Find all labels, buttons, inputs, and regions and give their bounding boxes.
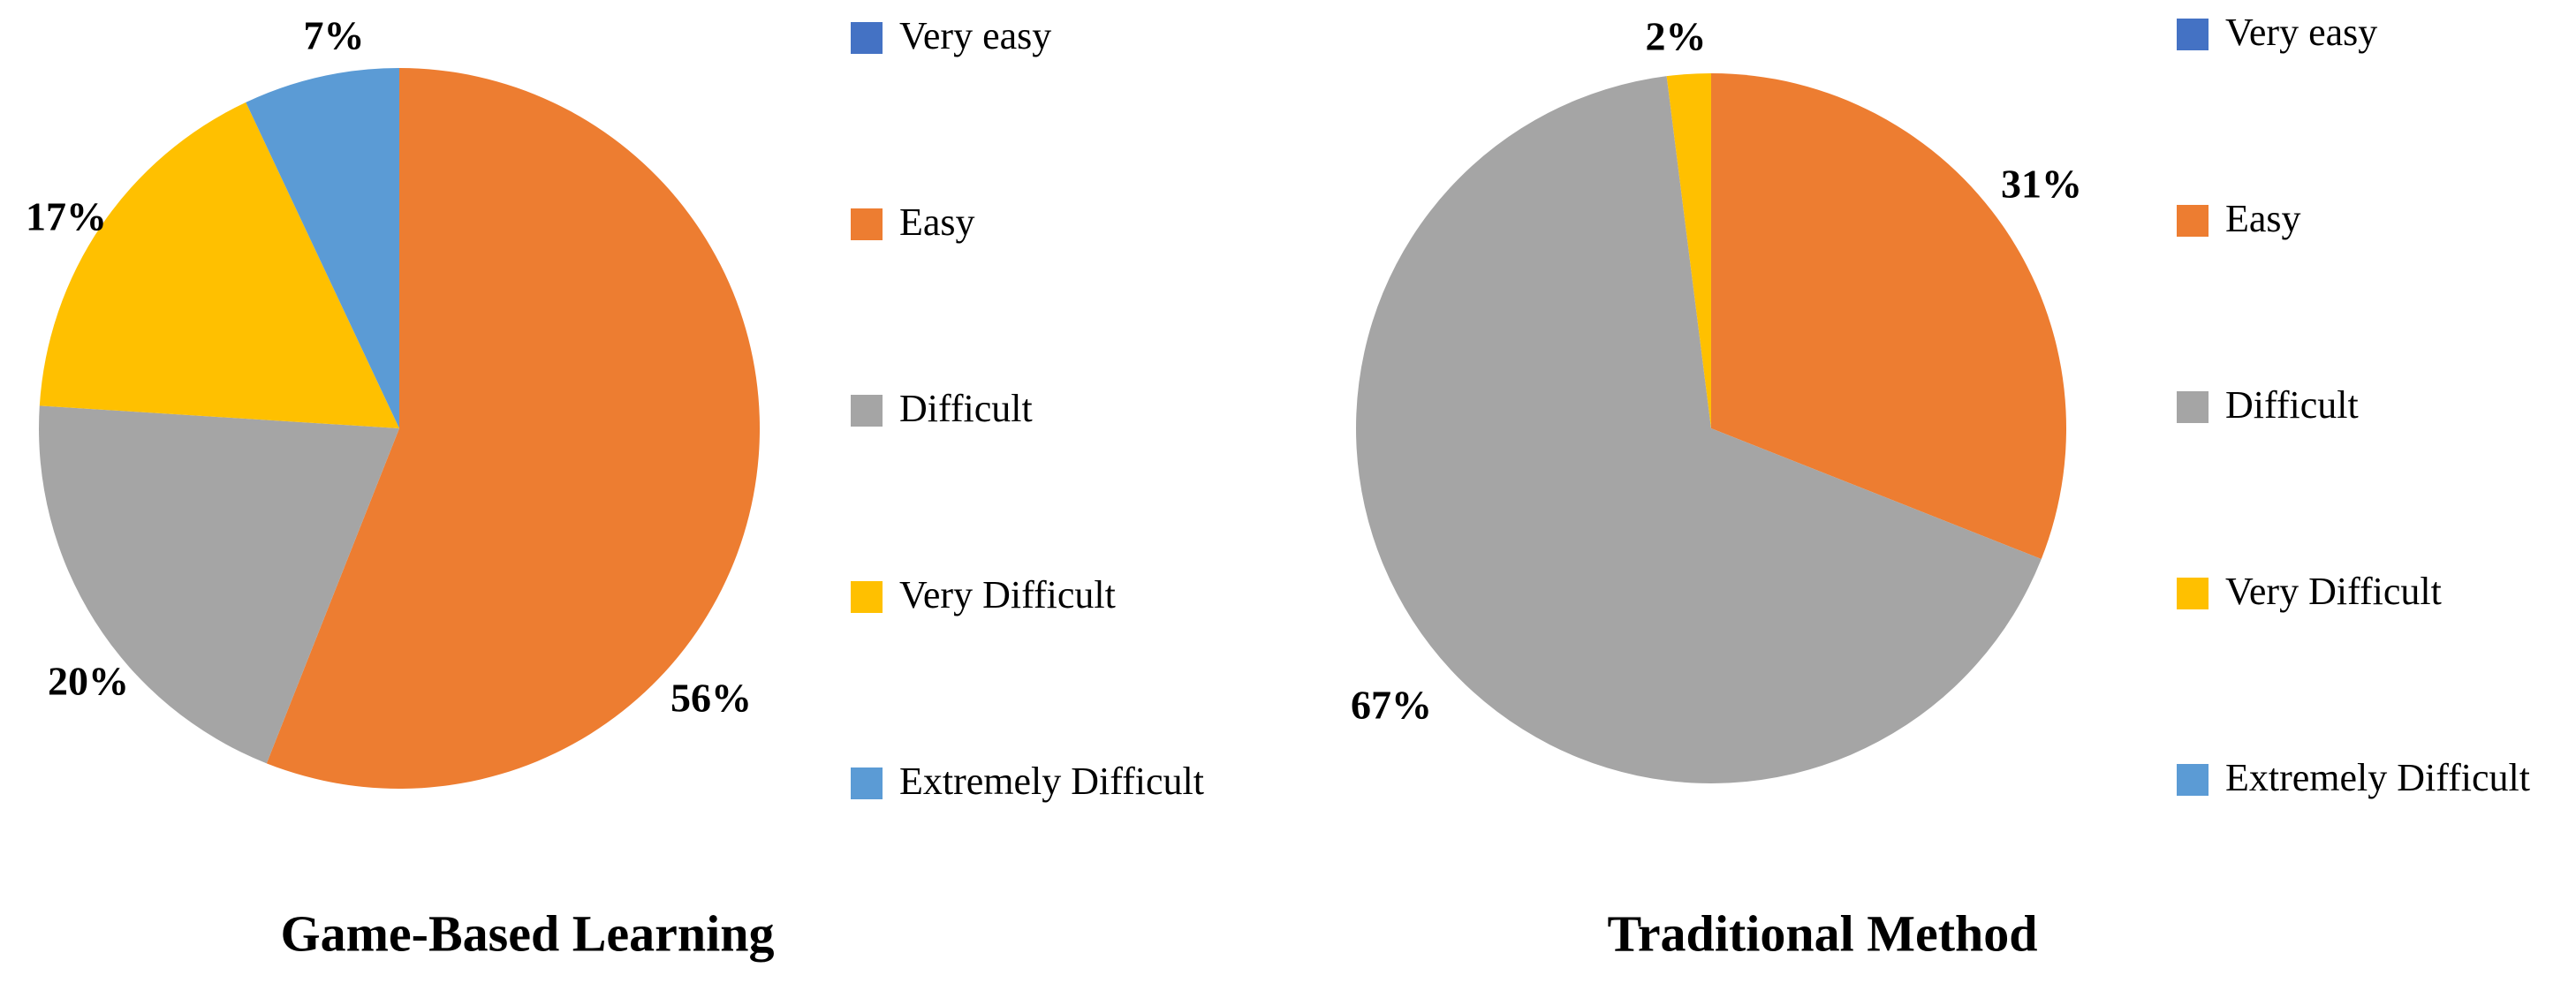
pie-slice-difficult (39, 405, 399, 764)
pie-slice-very-difficult (1666, 73, 1711, 428)
pie-slice-easy (266, 68, 761, 789)
data-label: 31% (2001, 162, 2082, 207)
chart-title: Traditional Method (1607, 904, 2037, 962)
traditional-method-chart: 31% 67% 2% Very easy Easy Difficult Very Diffi… (1351, 11, 2530, 962)
data-label: 67% (1351, 683, 1432, 728)
game-based-learning-chart: 56% 20% 17% 7% Very easy Easy Difficult Very Di… (26, 13, 1204, 963)
legend-swatch (851, 208, 883, 240)
legend-swatch (2177, 19, 2209, 50)
legend-swatch (851, 395, 883, 427)
legend-swatch (851, 581, 883, 613)
legend-entry: Difficult (2225, 383, 2359, 427)
legend-entry: Extremely Difficult (2225, 756, 2530, 799)
pie-slice-easy (1711, 72, 2067, 559)
data-label: 20% (48, 659, 129, 704)
legend-entry: Extremely Difficult (899, 760, 1204, 803)
legend-entry: Very Difficult (2225, 570, 2442, 613)
legend-swatch (851, 22, 883, 54)
legend-swatch (2177, 205, 2209, 237)
legend-swatch (2177, 578, 2209, 609)
data-label: 2% (1646, 14, 1707, 59)
legend-swatch (2177, 391, 2209, 423)
legend-entry: Easy (899, 200, 975, 244)
data-label: 7% (304, 13, 365, 58)
legend-entry: Difficult (899, 387, 1033, 430)
legend-entry: Very easy (899, 14, 1051, 57)
data-label: 56% (671, 676, 752, 721)
chart-title: Game-Based Learning (280, 904, 774, 962)
legend-entry: Very Difficult (899, 573, 1116, 616)
legend-entry: Easy (2225, 197, 2301, 240)
pie-slice-extremely-difficult (246, 68, 399, 428)
pie-slice-difficult (1356, 76, 2042, 784)
legend-swatch (851, 767, 883, 799)
data-label: 17% (26, 194, 107, 239)
legend-swatch (2177, 764, 2209, 796)
legend-entry: Very easy (2225, 11, 2377, 54)
pie-slice-very-difficult (39, 102, 400, 428)
